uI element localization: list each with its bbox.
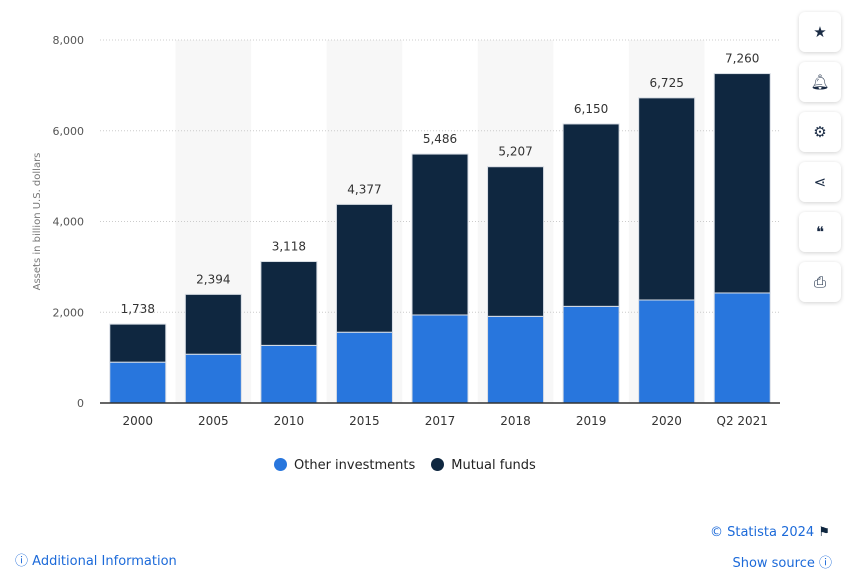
bar-other-investments[interactable] (487, 315, 545, 404)
bell-icon[interactable]: 🔔︎ (799, 62, 841, 102)
star-icon[interactable]: ★ (799, 12, 841, 52)
bar-other-investments[interactable] (638, 299, 696, 404)
bar-mutual-funds[interactable] (562, 123, 620, 307)
print-icon[interactable]: ⎙ (799, 262, 841, 302)
y-tick-label: 8,000 (53, 34, 85, 47)
bar-mutual-funds[interactable] (109, 323, 167, 363)
data-label: 6,725 (649, 76, 683, 90)
bar-other-investments[interactable] (562, 305, 620, 404)
data-label: 5,486 (423, 132, 457, 146)
bar-mutual-funds[interactable] (335, 203, 393, 333)
chart: 0 2,000 4,000 6,000 8,000 Assets in billion U… (32, 34, 780, 428)
show-source-link[interactable]: Show source ⓘ (732, 556, 832, 571)
legend-item-mutual[interactable]: Mutual funds (431, 458, 536, 473)
share-icon[interactable]: ⋖ (799, 162, 841, 202)
data-label: 7,260 (725, 52, 759, 66)
legend: Other investments Mutual funds (274, 458, 536, 473)
info-icon: ⓘ (15, 554, 29, 569)
x-tick-label: 2010 (274, 414, 305, 428)
x-tick-label: 2017 (425, 414, 456, 428)
y-axis-label: Assets in billion U.S. dollars (32, 153, 43, 291)
bar-mutual-funds[interactable] (713, 73, 771, 294)
info-icon: ⓘ (818, 556, 832, 571)
y-tick-label: 2,000 (53, 306, 85, 319)
x-tick-label: 2000 (123, 414, 154, 428)
bar-mutual-funds[interactable] (638, 97, 696, 301)
x-tick-label: 2019 (576, 414, 607, 428)
bar-other-investments[interactable] (335, 331, 393, 404)
bar-other-investments[interactable] (109, 361, 167, 404)
bar-mutual-funds[interactable] (487, 166, 545, 317)
quote-icon[interactable]: ❝ (799, 212, 841, 252)
legend-item-other[interactable]: Other investments (274, 458, 415, 473)
x-tick-label: 2018 (500, 414, 531, 428)
x-tick-label: 2005 (198, 414, 229, 428)
copyright[interactable]: © Statista 2024 ⚑ (709, 525, 830, 540)
y-tick-label: 0 (77, 397, 84, 410)
data-label: 3,118 (272, 240, 306, 254)
data-label: 1,738 (121, 302, 155, 316)
data-label: 5,207 (498, 145, 532, 159)
y-tick-label: 4,000 (53, 216, 85, 229)
y-tick-label: 6,000 (53, 125, 85, 138)
bar-other-investments[interactable] (713, 292, 771, 404)
data-label: 2,394 (196, 272, 230, 286)
bar-mutual-funds[interactable] (184, 293, 242, 355)
x-tick-label: Q2 2021 (717, 414, 768, 428)
additional-info-link[interactable]: ⓘ Additional Information (15, 554, 177, 569)
bar-other-investments[interactable] (260, 344, 318, 404)
data-label: 4,377 (347, 182, 381, 196)
flag-icon: ⚑ (818, 525, 830, 540)
gear-icon[interactable]: ⚙ (799, 112, 841, 152)
data-label: 6,150 (574, 102, 608, 116)
x-tick-label: 2015 (349, 414, 380, 428)
bar-other-investments[interactable] (411, 314, 469, 404)
bar-other-investments[interactable] (184, 353, 242, 404)
bar-mutual-funds[interactable] (260, 261, 318, 346)
x-tick-label: 2020 (651, 414, 682, 428)
bar-mutual-funds[interactable] (411, 153, 469, 316)
